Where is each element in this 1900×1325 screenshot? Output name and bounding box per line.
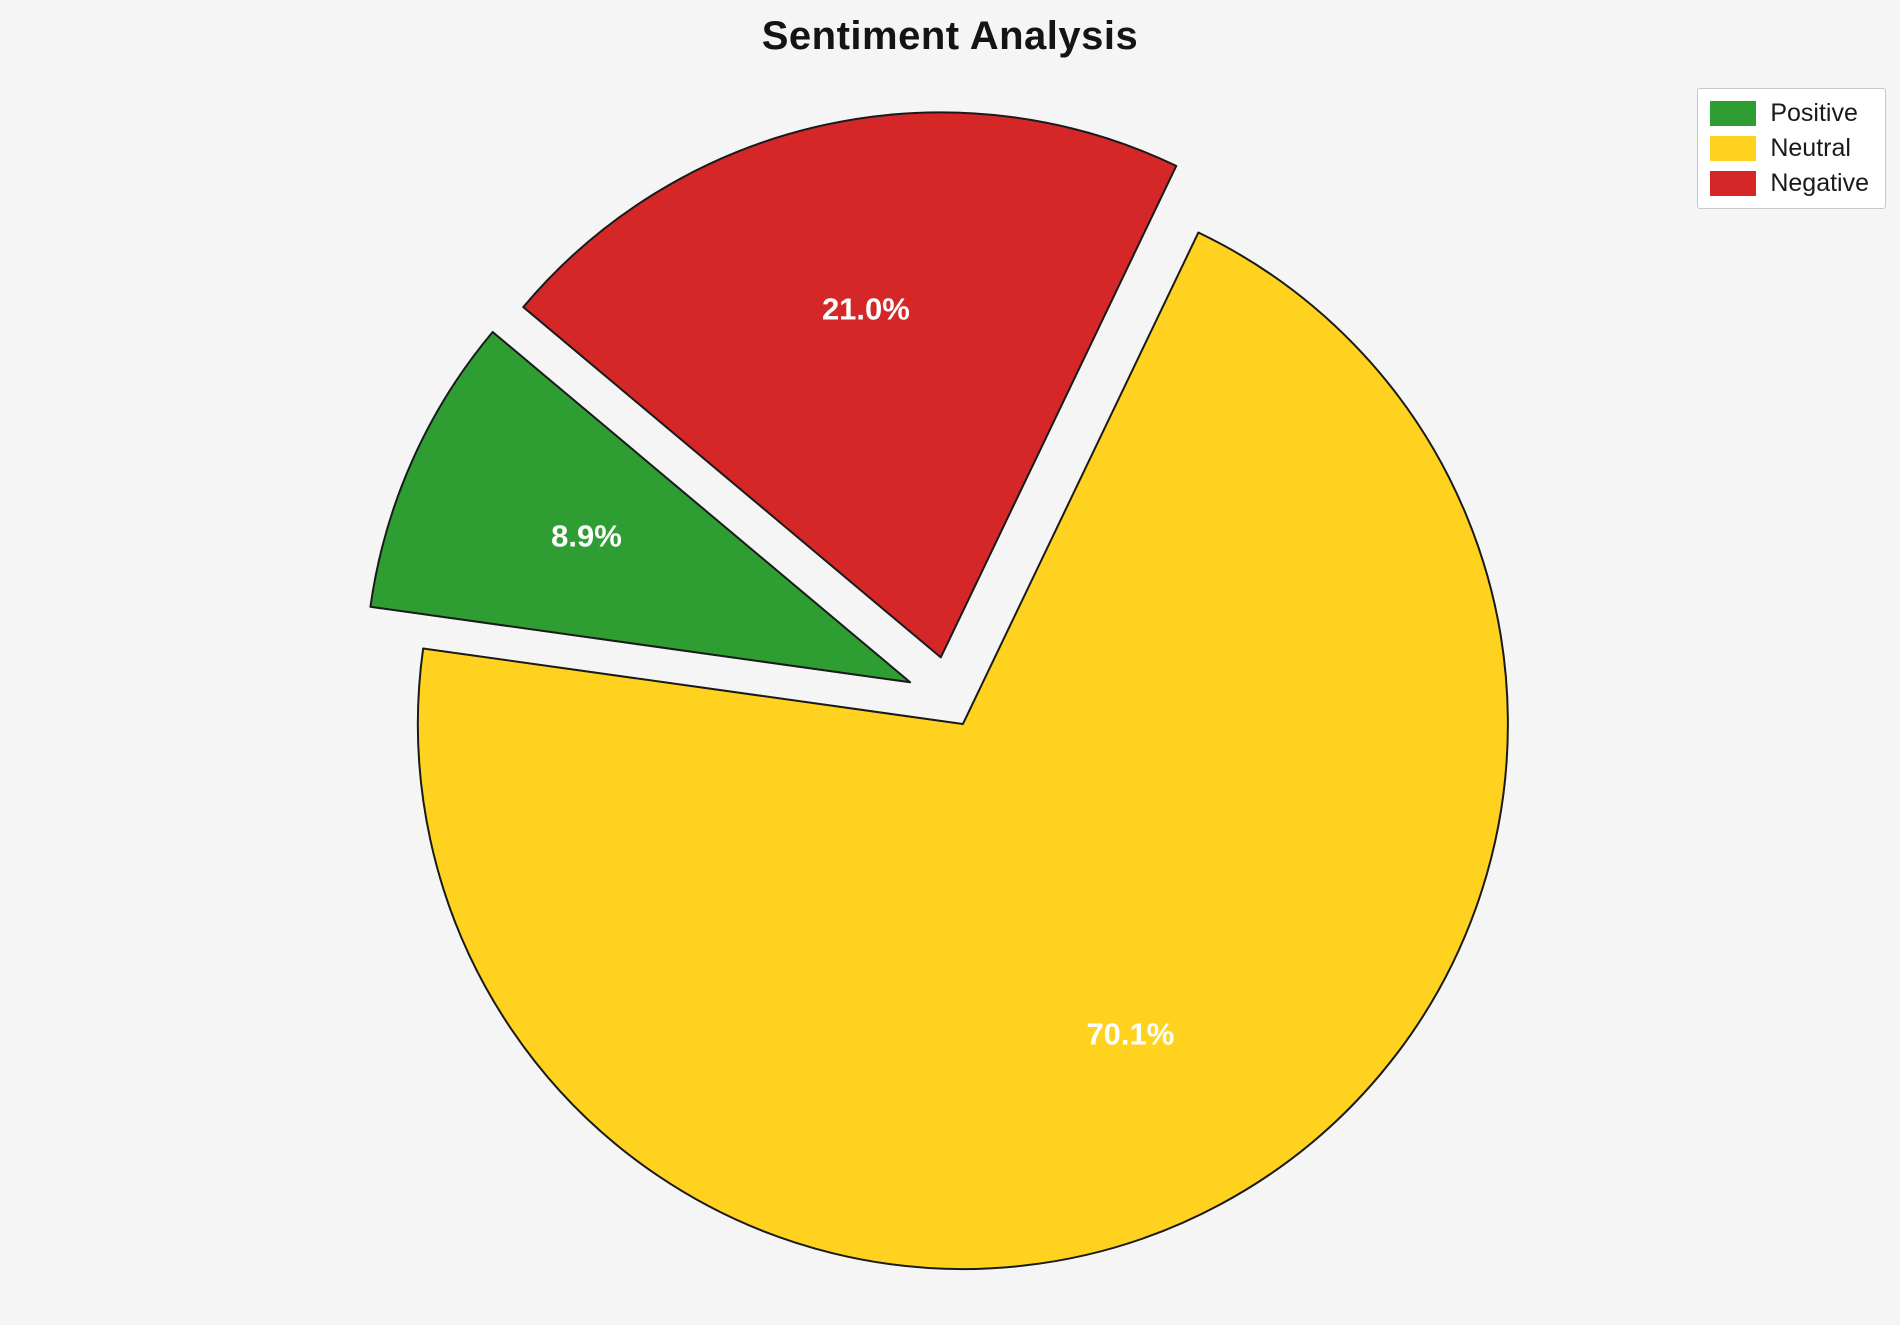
legend-label-positive: Positive [1770,99,1858,127]
legend-item-neutral: Neutral [1710,136,1869,161]
pct-label-negative: 21.0% [822,291,910,326]
legend-swatch-positive-icon [1710,101,1757,126]
pct-label-positive: 8.9% [551,518,622,553]
pie-slice-negative [522,111,1178,659]
legend-item-negative: Negative [1710,171,1869,196]
legend-label-neutral: Neutral [1770,134,1851,162]
pct-label-neutral: 70.1% [1086,1016,1174,1051]
legend: Positive Neutral Negative [1697,88,1886,209]
legend-swatch-negative-icon [1710,171,1757,196]
legend-label-negative: Negative [1770,169,1869,197]
chart-title: Sentiment Analysis [761,14,1139,58]
legend-swatch-neutral-icon [1710,136,1757,161]
pie-slice-positive [369,330,912,684]
legend-item-positive: Positive [1710,101,1869,126]
pie-slice-neutral [416,231,1509,1271]
